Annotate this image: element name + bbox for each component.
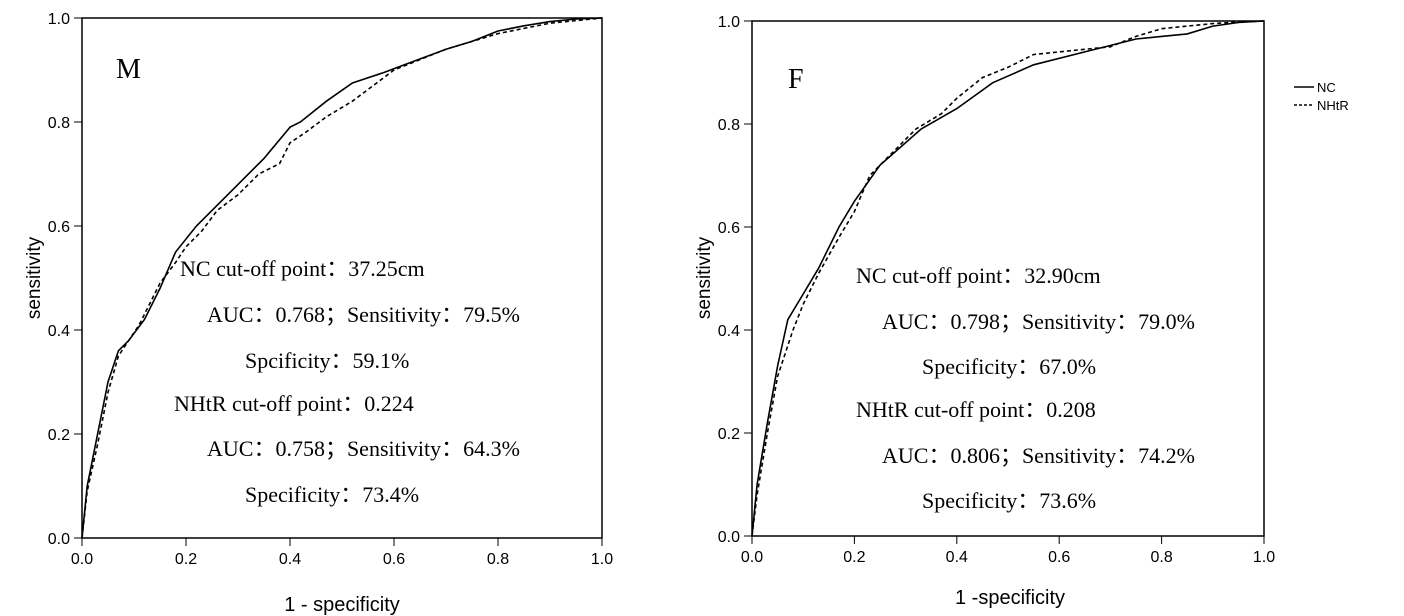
plot-frame [751,20,1265,537]
series-line-nc [751,20,1265,537]
x-axis-label: 1 -specificity [955,587,1065,609]
plot-frame [81,17,603,539]
y-tick-label: 0.0 [48,531,70,548]
roc-curves [751,20,1265,537]
x-tick-label: 1.0 [591,551,613,568]
x-tick-label: 0.0 [741,549,763,566]
roc-metrics-annotation: NC cut-off point：32.90cm AUC：0.798；Sensi… [856,263,1195,513]
x-axis-label: 1 - specificity [284,594,400,616]
nc-auc-text: AUC：0.768；Sensitivity：79.5% [207,302,520,327]
x-tick-label: 0.4 [279,551,301,568]
x-tick-label: 0.2 [175,551,197,568]
roc-curves [81,17,603,539]
x-tick-label: 0.0 [71,551,93,568]
y-tick-label: 0.4 [48,323,70,340]
series-line-nhtr [751,20,1265,537]
legend-nhtr-label: NHtR [1317,98,1349,113]
panel-label: M [116,54,141,85]
series-line-nc [81,17,603,539]
y-axis-label: sensitivity [694,236,715,319]
x-tick-label: 0.6 [383,551,405,568]
legend: NC NHtR [1294,80,1349,113]
x-tick-label: 0.8 [1150,549,1172,566]
nc-cutoff-text: NC cut-off point：32.90cm [856,263,1101,288]
nhtr-cutoff-text: NHtR cut-off point：0.208 [856,397,1096,422]
panel-label: F [788,64,804,95]
y-axis-ticks: 0.0 0.2 0.4 0.6 0.8 1.0 [48,11,82,548]
nc-cutoff-text: NC cut-off point：37.25cm [180,256,425,281]
y-tick-label: 0.0 [718,529,740,546]
series-line-nhtr [81,17,603,539]
nhtr-specificity-text: Specificity：73.4% [245,482,419,507]
y-tick-label: 0.6 [718,220,740,237]
nc-specificity-text: Spcificity：59.1% [245,348,409,373]
y-tick-label: 0.2 [718,426,740,443]
x-tick-label: 1.0 [1253,549,1275,566]
x-tick-label: 0.2 [843,549,865,566]
y-tick-label: 0.2 [48,427,70,444]
nhtr-auc-text: AUC：0.758；Sensitivity：64.3% [207,436,520,461]
y-tick-label: 0.4 [718,323,740,340]
y-tick-label: 1.0 [48,11,70,28]
y-tick-label: 0.8 [48,115,70,132]
y-tick-label: 0.6 [48,219,70,236]
y-axis-ticks: 0.0 0.2 0.4 0.6 0.8 1.0 [718,14,752,546]
roc-panel-m: M 0.0 0.2 0.4 0.6 0.8 1.0 0.0 0.2 0.4 0 [24,11,613,616]
legend-nc-label: NC [1317,80,1336,95]
nhtr-auc-text: AUC：0.806；Sensitivity：74.2% [882,443,1195,468]
x-axis-ticks: 0.0 0.2 0.4 0.6 0.8 1.0 [741,536,1275,566]
roc-panel-f: F 0.0 0.2 0.4 0.6 0.8 1.0 0.0 0.2 0.4 0 [694,14,1275,609]
x-tick-label: 0.6 [1048,549,1070,566]
y-tick-label: 1.0 [718,14,740,31]
y-axis-label: sensitivity [24,236,45,319]
x-tick-label: 0.8 [487,551,509,568]
y-tick-label: 0.8 [718,117,740,134]
roc-metrics-annotation: NC cut-off point：37.25cm AUC：0.768；Sensi… [174,256,520,507]
nc-specificity-text: Specificity：67.0% [922,354,1096,379]
nhtr-cutoff-text: NHtR cut-off point：0.224 [174,391,414,416]
nc-auc-text: AUC：0.798；Sensitivity：79.0% [882,309,1195,334]
x-tick-label: 0.4 [946,549,968,566]
nhtr-specificity-text: Specificity：73.6% [922,488,1096,513]
x-axis-ticks: 0.0 0.2 0.4 0.6 0.8 1.0 [71,538,613,568]
